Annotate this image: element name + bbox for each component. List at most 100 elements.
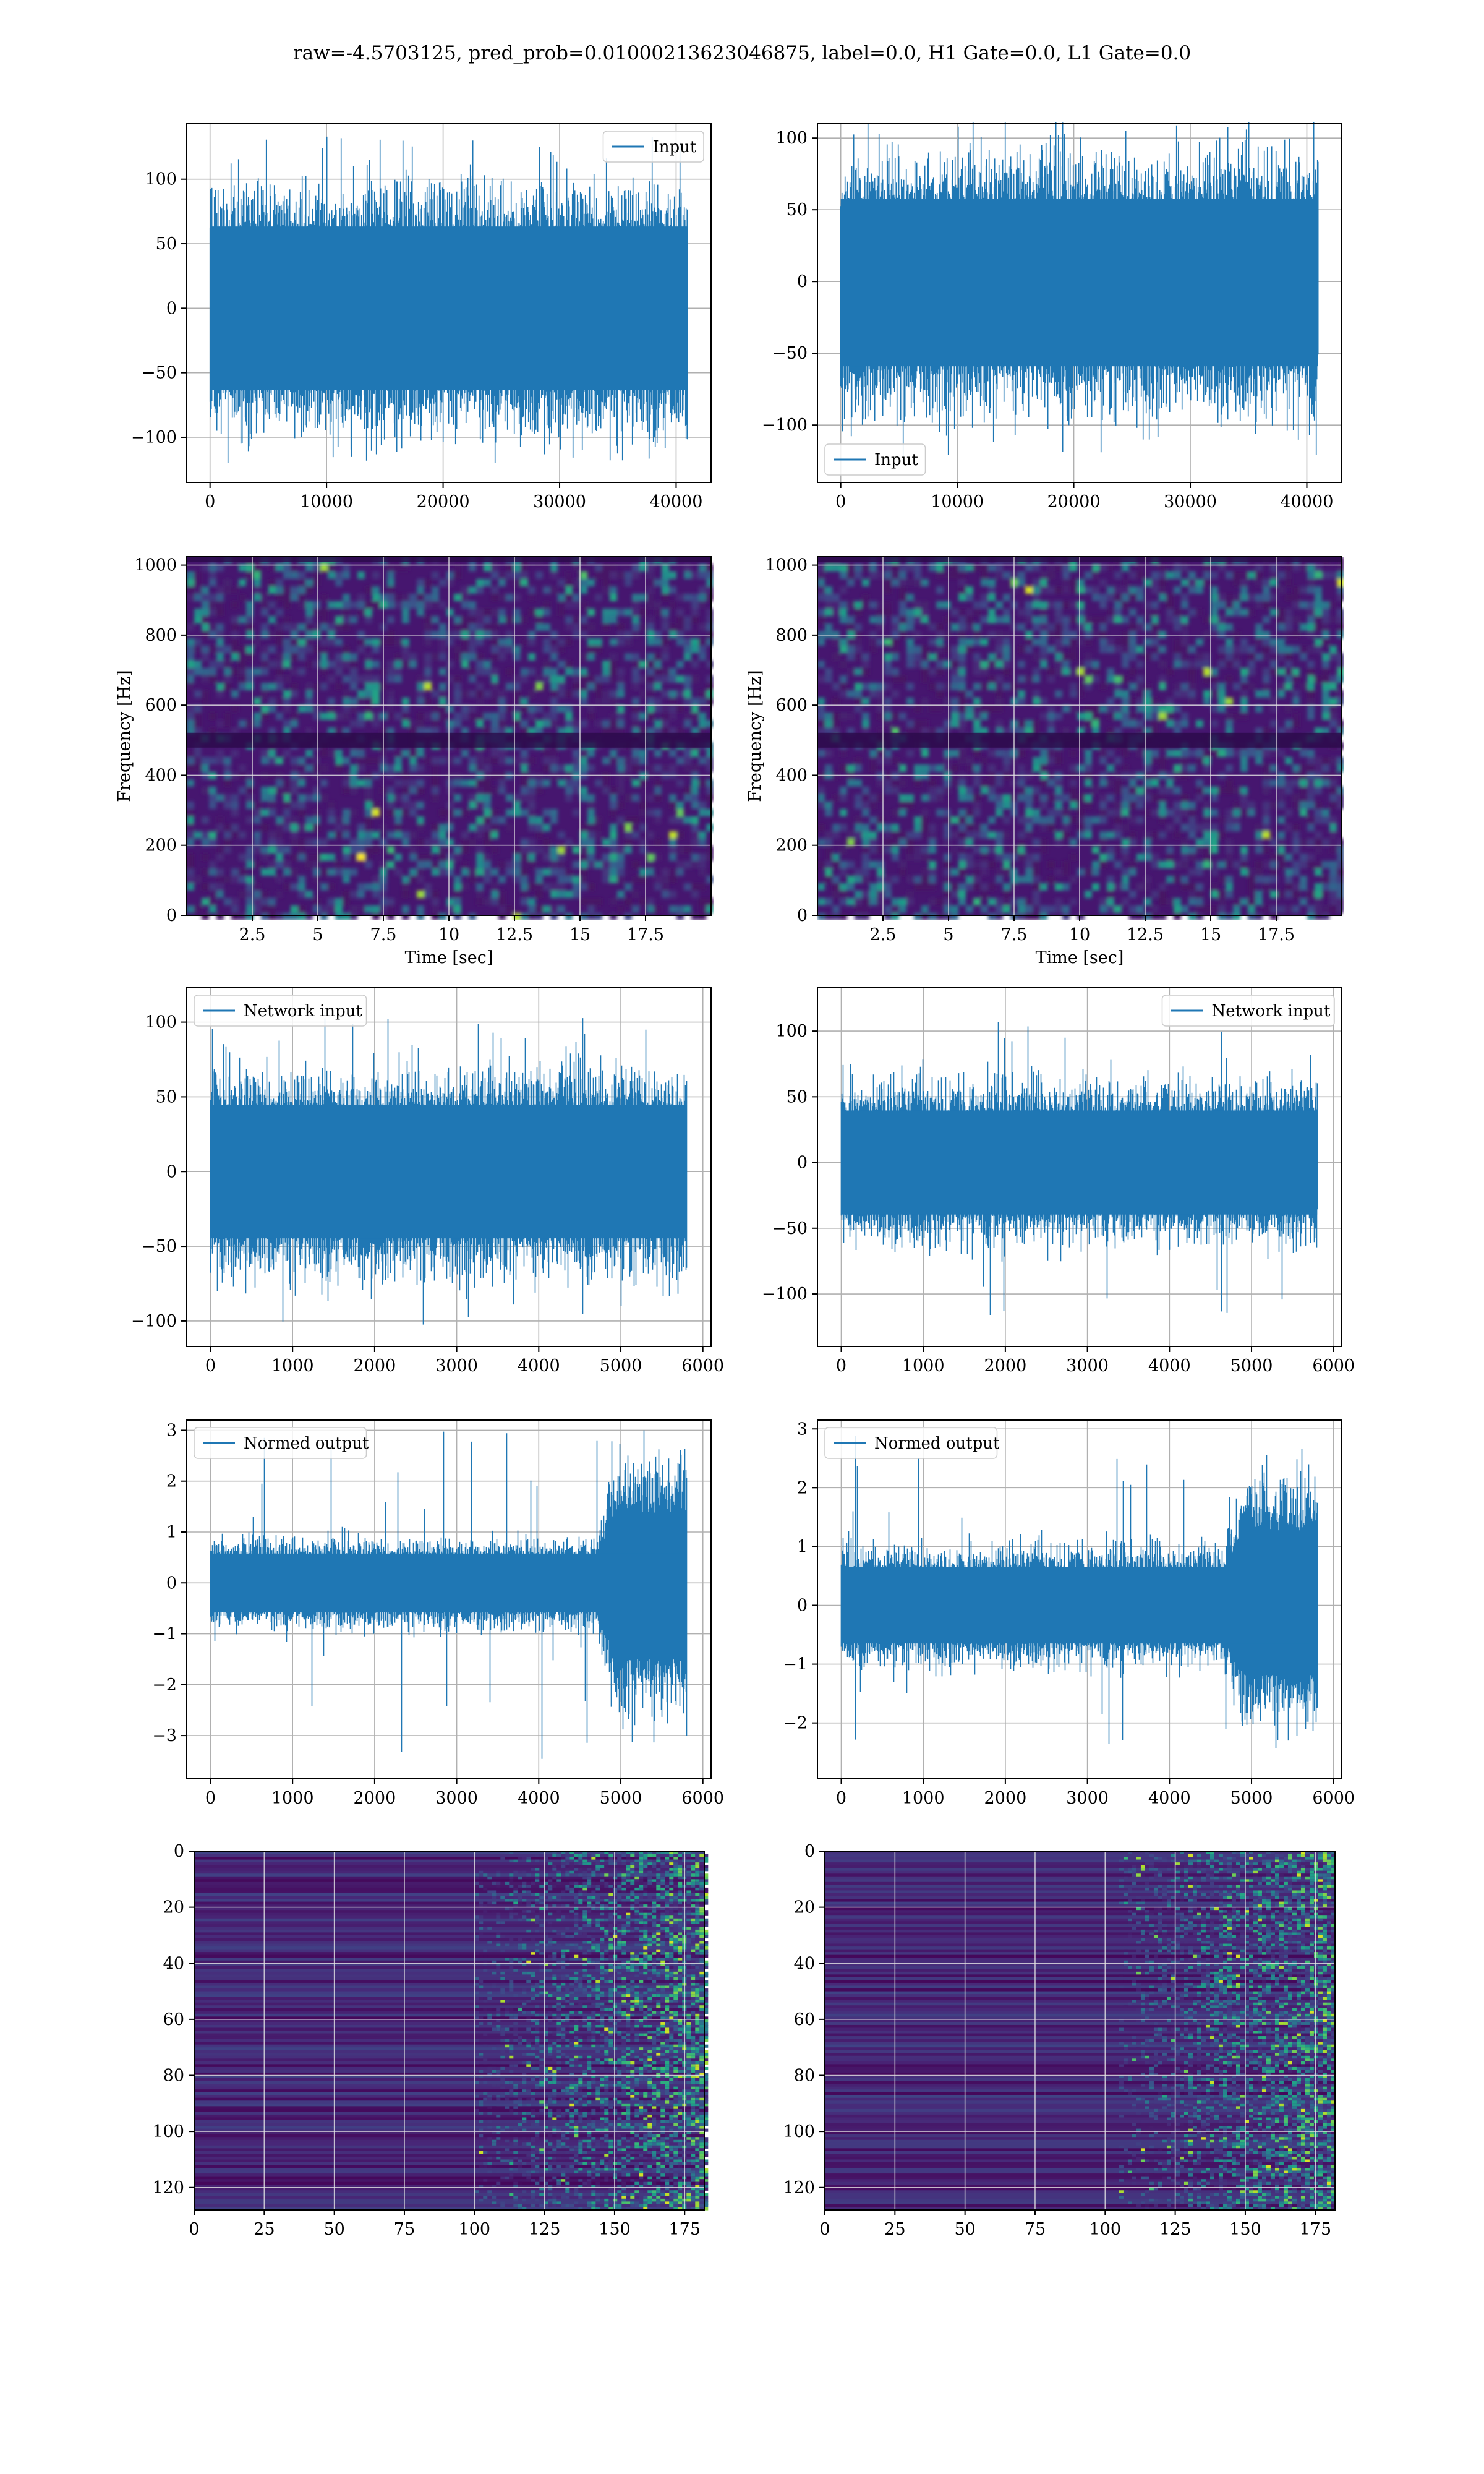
heatmap-cell	[1174, 638, 1181, 646]
heatmap-cell	[543, 839, 550, 846]
heatmap-cell	[647, 1907, 652, 1911]
heatmap-cell	[966, 616, 973, 623]
heatmap-cell	[1181, 854, 1188, 861]
heatmap-cell	[973, 876, 981, 883]
heatmap-cell	[647, 1881, 652, 1885]
heatmap-cell	[1292, 698, 1300, 705]
heatmap-cell	[632, 609, 639, 616]
heatmap-row	[194, 1887, 704, 1891]
heatmap-cell	[684, 794, 691, 802]
heatmap-cell	[825, 831, 832, 839]
heatmap-cell	[1240, 683, 1248, 690]
heatmap-cell	[595, 816, 602, 824]
heatmap-cell	[1196, 905, 1203, 913]
heatmap-cell	[261, 750, 268, 757]
heatmap-cell	[569, 1857, 574, 1860]
heatmap-cell	[335, 683, 343, 690]
heatmap-cell	[632, 757, 639, 764]
heatmap-cell	[528, 609, 535, 616]
heatmap-cell	[921, 653, 929, 661]
heatmap-cell	[840, 713, 847, 720]
heatmap-cell	[621, 1901, 626, 1905]
heatmap-cell	[1188, 868, 1196, 876]
heatmap-cell	[565, 787, 573, 794]
heatmap-cell	[691, 1857, 696, 1860]
heatmap-cell	[1174, 816, 1181, 824]
heatmap-cell	[1329, 698, 1337, 705]
heatmap-row	[194, 1918, 704, 1922]
heatmap-cell	[548, 1904, 553, 1908]
heatmap-cell	[268, 661, 276, 668]
heatmap-cell	[617, 690, 625, 698]
heatmap-cell	[268, 794, 276, 802]
heatmap-cell	[817, 616, 825, 623]
heatmap-cell	[476, 898, 484, 905]
heatmap-cell	[869, 757, 877, 764]
heatmap-cell	[476, 720, 484, 727]
heatmap-cell	[621, 1899, 626, 1903]
heatmap-cell	[535, 683, 543, 690]
heatmap-cell	[1003, 571, 1010, 579]
heatmap-cell	[632, 661, 639, 668]
heatmap-cell	[1047, 705, 1055, 713]
heatmap-cell	[561, 1893, 566, 1897]
x-tick-label: 0	[836, 1356, 846, 1376]
heatmap-cell	[639, 1873, 644, 1877]
heatmap-cell	[656, 1915, 661, 1919]
heatmap-cell	[1025, 631, 1033, 638]
heatmap-cell	[669, 1879, 674, 1883]
heatmap-cell	[1144, 898, 1151, 905]
heatmap-cell	[1151, 653, 1159, 661]
heatmap-cell	[1092, 861, 1099, 868]
heatmap-cell	[582, 1857, 587, 1860]
heatmap-cell	[1196, 861, 1203, 868]
heatmap-cell	[832, 720, 840, 727]
heatmap-cell	[513, 564, 521, 571]
heatmap-cell	[1055, 809, 1062, 816]
heatmap-cell	[1218, 831, 1226, 839]
heatmap-cell	[1070, 750, 1077, 757]
heatmap-cell	[929, 564, 936, 571]
heatmap-cell	[202, 675, 209, 683]
heatmap-cell	[1270, 661, 1277, 668]
heatmap-cell	[1329, 646, 1337, 653]
heatmap-cell	[268, 698, 276, 705]
heatmap-cell	[944, 616, 951, 623]
heatmap-cell	[699, 1887, 704, 1891]
heatmap-cell	[884, 846, 892, 854]
heatmap-cell	[1211, 750, 1218, 757]
heatmap-cell	[944, 854, 951, 861]
heatmap-cell	[439, 831, 446, 839]
heatmap-cell	[608, 1887, 613, 1891]
heatmap-cell	[1226, 891, 1233, 898]
heatmap-cell	[944, 891, 951, 898]
heatmap-cell	[283, 646, 291, 653]
heatmap-cell	[574, 1868, 579, 1872]
heatmap-cell	[869, 831, 877, 839]
heatmap-cell	[526, 1901, 531, 1905]
heatmap-cell	[417, 764, 424, 772]
heatmap-cell	[1040, 653, 1047, 661]
heatmap-cell	[578, 1857, 583, 1860]
heatmap-cell	[484, 876, 491, 883]
heatmap-cell	[1107, 616, 1114, 623]
heatmap-cell	[610, 824, 617, 831]
heatmap-cells	[194, 1851, 709, 2211]
heatmap-cell	[647, 1879, 652, 1883]
heatmap-cell	[691, 913, 699, 920]
heatmap-cell	[556, 1879, 561, 1883]
heatmap-cell	[706, 794, 714, 802]
heatmap-cell	[1188, 854, 1196, 861]
heatmap-cell	[988, 883, 996, 891]
heatmap-cell	[283, 861, 291, 868]
data-series-core	[841, 1567, 1318, 1644]
heatmap-cell	[1144, 839, 1151, 846]
heatmap-cell	[1003, 609, 1010, 616]
heatmap-cell	[1107, 713, 1114, 720]
heatmap-cell	[595, 720, 602, 727]
heatmap-cell	[825, 846, 832, 854]
heatmap-cell	[825, 861, 832, 868]
heatmap-cell	[194, 764, 202, 772]
heatmap-cell	[1018, 690, 1025, 698]
heatmap-cell	[1018, 623, 1025, 631]
